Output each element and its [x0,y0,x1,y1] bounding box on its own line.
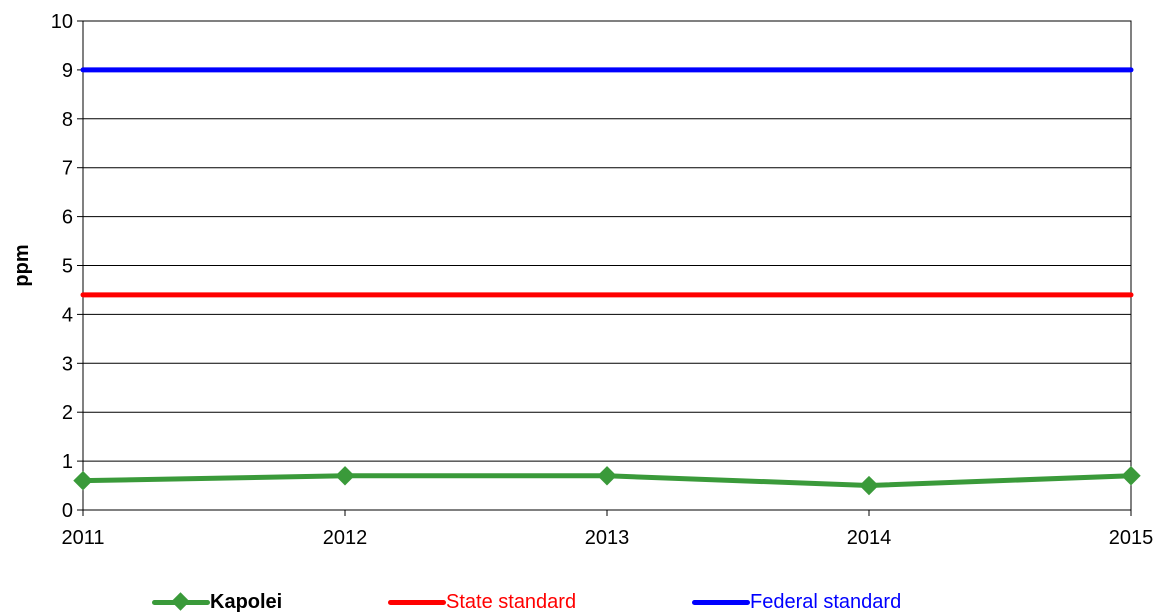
gridlines [82,20,1132,511]
x-tick-label-2011: 2011 [61,527,104,549]
y-tick-label-8: 8 [62,109,73,131]
legend-swatch-kapolei [152,588,210,616]
x-tick-label-2014: 2014 [847,527,892,549]
y-axis-ticks: 0 1 2 3 4 5 6 7 8 9 10 [51,11,83,522]
x-tick-label-2015: 2015 [1109,527,1154,549]
diamond-marker-icon [171,592,190,611]
data-point-kapolei-2014 [859,475,879,496]
legend-line-federal-standard [692,600,750,605]
y-tick-label-4: 4 [62,304,73,326]
y-tick-label-7: 7 [62,158,73,180]
y-tick-label-3: 3 [62,353,73,375]
legend-line-state-standard [388,600,446,605]
y-tick-label-0: 0 [62,500,73,522]
legend-label-kapolei: Kapolei [210,590,283,613]
legend-item-kapolei: Kapolei [152,588,282,616]
y-axis-label: ppm [11,244,33,286]
line-chart: 0 1 2 3 4 5 6 7 8 9 10 2011 2012 2013 2014 2015 ppm [11,11,1153,549]
y-tick-label-5: 5 [62,256,73,278]
legend-swatch-state-standard [388,588,446,616]
legend-label-federal-standard: Federal standard [750,590,902,613]
y-tick-label-1: 1 [62,451,73,473]
series-layer [73,67,1141,496]
data-point-kapolei-2013 [597,466,617,486]
legend-item-federal-standard: Federal standard [692,588,901,616]
x-axis-ticks: 2011 2012 2013 2014 2015 [61,510,1153,549]
x-tick-label-2013: 2013 [585,527,630,549]
data-point-kapolei-2012 [335,466,355,486]
y-tick-label-10: 10 [51,11,73,33]
y-tick-label-2: 2 [62,402,73,424]
legend-swatch-federal-standard [692,588,750,616]
legend-label-state-standard: State standard [446,590,577,613]
legend: Kapolei State standard Federal standard [0,588,1171,616]
x-tick-label-2012: 2012 [323,527,368,549]
y-tick-label-6: 6 [62,207,73,229]
data-point-kapolei-2015 [1121,466,1141,486]
legend-item-state-standard: State standard [388,588,576,616]
y-tick-label-9: 9 [62,60,73,82]
data-point-kapolei-2011 [73,470,93,491]
